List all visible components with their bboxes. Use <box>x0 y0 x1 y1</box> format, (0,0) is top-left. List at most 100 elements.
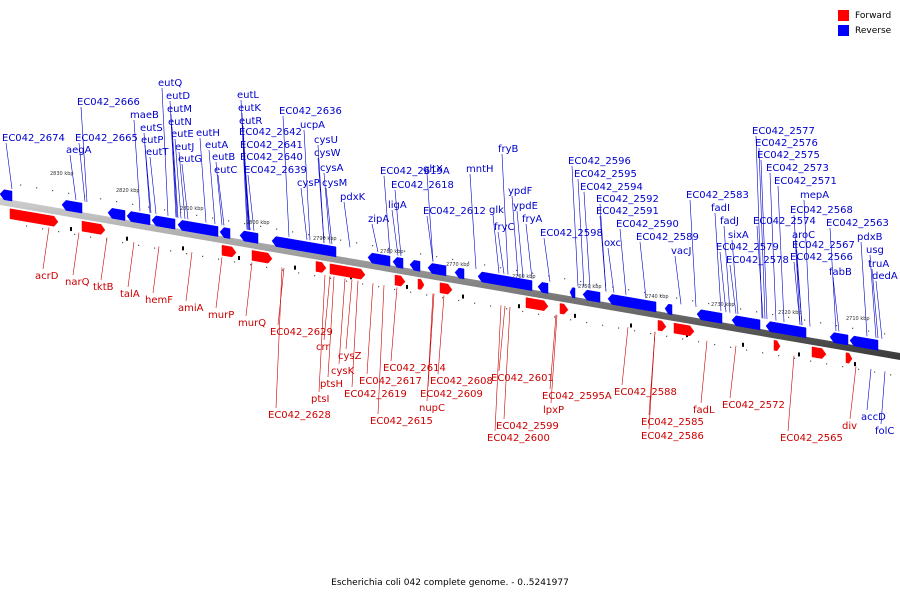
minor-tick <box>874 371 876 373</box>
reverse-gene-label: EC042_2642 <box>239 127 302 138</box>
forward-connector <box>494 305 502 432</box>
reverse-connector <box>426 173 434 262</box>
reverse-connector <box>133 119 141 212</box>
forward-gene-label: EC042_2615 <box>370 416 433 427</box>
reverse-label: Reverse <box>855 25 892 36</box>
reverse-connector <box>469 173 477 269</box>
minor-tick <box>26 225 28 227</box>
reverse-connector <box>525 223 533 279</box>
reverse-connector <box>871 268 879 339</box>
forward-gene-label: div <box>842 421 857 432</box>
minor-tick <box>756 311 758 313</box>
minor-tick <box>196 214 198 216</box>
minor-tick <box>676 297 678 299</box>
minor-tick <box>644 291 646 294</box>
kbp-tick-label: 2760 kbp <box>512 274 536 280</box>
reverse-gene-label: eutR <box>239 116 262 127</box>
forward-gene-label: EC042_2585 <box>641 417 704 428</box>
reverse-connector <box>199 137 207 223</box>
reverse-connector <box>5 142 13 190</box>
reverse-connector <box>719 251 727 313</box>
minor-tick <box>740 308 742 310</box>
reverse-gene-label: eutQ <box>158 78 182 89</box>
minor-tick <box>730 346 732 348</box>
minor-tick <box>52 189 54 192</box>
forward-gene-arrow <box>9 208 59 227</box>
minor-tick <box>186 253 188 255</box>
reverse-gene-label: cysA <box>320 163 344 174</box>
minor-tick <box>372 245 374 247</box>
reverse-gene-arrow <box>829 332 849 346</box>
forward-gene-label: ptsI <box>311 394 329 405</box>
minor-tick <box>260 225 262 227</box>
minor-tick <box>586 321 588 324</box>
minor-tick <box>788 316 790 318</box>
reverse-connector <box>501 153 509 275</box>
major-tick-mark <box>238 255 240 260</box>
minor-tick <box>842 366 844 368</box>
reverse-connector <box>511 195 519 277</box>
reverse-gene-label: mepA <box>800 190 829 201</box>
reverse-gene-label: EC042_2612 <box>423 206 486 217</box>
reverse-gene-label: EC042_2598 <box>540 228 603 239</box>
reverse-gene-label: EC042_2594 <box>580 182 643 193</box>
minor-tick <box>84 195 86 197</box>
reverse-gene-label: ligA <box>388 200 407 211</box>
reverse-swatch <box>838 25 849 36</box>
reverse-gene-label: EC042_2583 <box>686 190 749 201</box>
reverse-gene-arrow <box>367 252 391 267</box>
minor-tick <box>212 217 214 219</box>
forward-gene-label: ptsH <box>320 379 343 390</box>
minor-tick <box>714 343 716 346</box>
forward-gene-label: EC042_2629 <box>270 327 333 338</box>
kbp-tick-label: 2830 kbp <box>50 171 74 177</box>
minor-tick <box>554 316 556 318</box>
reverse-connector <box>869 254 877 338</box>
forward-connector <box>437 295 445 375</box>
reverse-connector <box>80 106 88 203</box>
reverse-gene-label: EC042_2636 <box>279 106 342 117</box>
reverse-connector <box>769 172 777 321</box>
reverse-connector <box>78 142 86 202</box>
forward-gene-label: EC042_2601 <box>491 373 554 384</box>
major-tick-mark <box>742 342 744 347</box>
reverse-connector <box>161 87 169 216</box>
reverse-gene-label: eutA <box>205 140 228 151</box>
minor-tick <box>618 327 620 329</box>
forward-connector <box>42 227 50 270</box>
forward-gene-arrow <box>315 261 327 273</box>
reverse-gene-label: zipA <box>368 214 389 225</box>
reverse-connector <box>426 215 434 262</box>
reverse-connector <box>247 174 255 231</box>
reverse-gene-label: ypdF <box>508 186 533 197</box>
reverse-gene-label: cysP <box>297 178 320 189</box>
reverse-connector <box>543 237 551 282</box>
forward-connector <box>787 355 795 432</box>
forward-connector <box>351 280 359 388</box>
kbp-tick-label: 2720 kbp <box>778 310 802 316</box>
reverse-gene-label: eutC <box>214 165 237 176</box>
genome-axis <box>0 198 900 360</box>
reverse-gene-label: EC042_2641 <box>240 140 303 151</box>
reverse-connector <box>729 264 737 314</box>
minor-tick <box>154 247 156 249</box>
forward-connector <box>503 306 511 420</box>
minor-tick <box>852 327 854 329</box>
minor-tick <box>218 258 220 260</box>
reverse-gene-label: EC042_2674 <box>2 133 65 144</box>
minor-tick <box>698 341 700 343</box>
reverse-gene-label: fabB <box>829 267 852 278</box>
minor-tick <box>602 324 604 326</box>
forward-gene-label: crr <box>316 342 330 353</box>
forward-connector <box>275 267 283 409</box>
minor-tick <box>484 264 486 266</box>
reverse-connector <box>492 214 500 273</box>
reverse-gene-label: sixA <box>728 230 749 241</box>
minor-tick <box>634 330 636 332</box>
minor-tick <box>388 247 390 250</box>
reverse-connector <box>760 159 768 320</box>
reverse-connector <box>875 280 883 339</box>
reverse-connector <box>325 187 333 245</box>
reverse-connector <box>731 239 739 315</box>
reverse-gene-label: EC042_2576 <box>755 138 818 149</box>
